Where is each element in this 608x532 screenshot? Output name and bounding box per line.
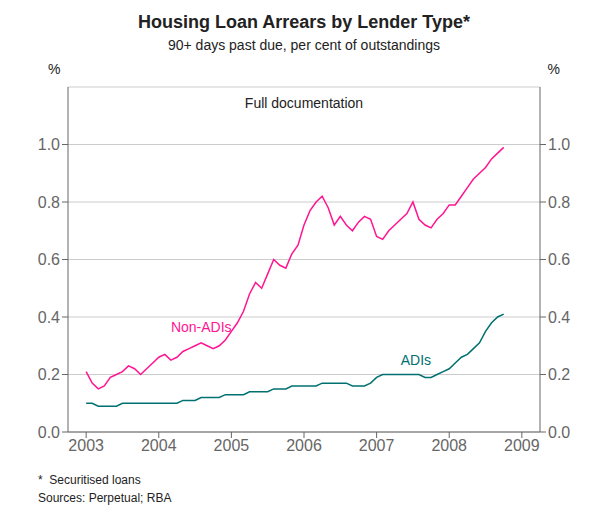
svg-text:0.2: 0.2 — [548, 366, 570, 383]
svg-text:0.0: 0.0 — [38, 424, 60, 441]
html-text:Full documentation: Full documentation — [244, 95, 364, 111]
svg-text:1.0: 1.0 — [38, 136, 60, 153]
svg-text:2003: 2003 — [68, 437, 104, 454]
svg-text:2007: 2007 — [359, 437, 395, 454]
html-text:Sources: Perpetual; RBA: Sources: Perpetual; RBA — [38, 491, 172, 505]
svg-text:2006: 2006 — [286, 437, 322, 454]
svg-text:2009: 2009 — [504, 437, 540, 454]
svg-text:0.4: 0.4 — [548, 309, 570, 326]
svg-text:0.4: 0.4 — [38, 309, 60, 326]
svg-text:1.0: 1.0 — [548, 136, 570, 153]
svg-text:2008: 2008 — [431, 437, 467, 454]
svg-text:2005: 2005 — [214, 437, 250, 454]
svg-text:0.6: 0.6 — [38, 251, 60, 268]
html-text:Housing Loan Arrears by Lender: Housing Loan Arrears by Lender Type* — [138, 12, 470, 32]
svg-text:2004: 2004 — [141, 437, 177, 454]
svg-text:0.8: 0.8 — [38, 194, 60, 211]
svg-text:ADIs: ADIs — [401, 352, 431, 368]
html-text:* Securitised loans: * Securitised loans — [38, 473, 141, 487]
svg-text:0.0: 0.0 — [548, 424, 570, 441]
svg-text:0.8: 0.8 — [548, 194, 570, 211]
svg-text:Non-ADIs: Non-ADIs — [171, 319, 232, 335]
html-text:90+ days past due, per cent of: 90+ days past due, per cent of outstandi… — [168, 37, 440, 53]
svg-text:0.2: 0.2 — [38, 366, 60, 383]
svg-text:0.6: 0.6 — [548, 251, 570, 268]
